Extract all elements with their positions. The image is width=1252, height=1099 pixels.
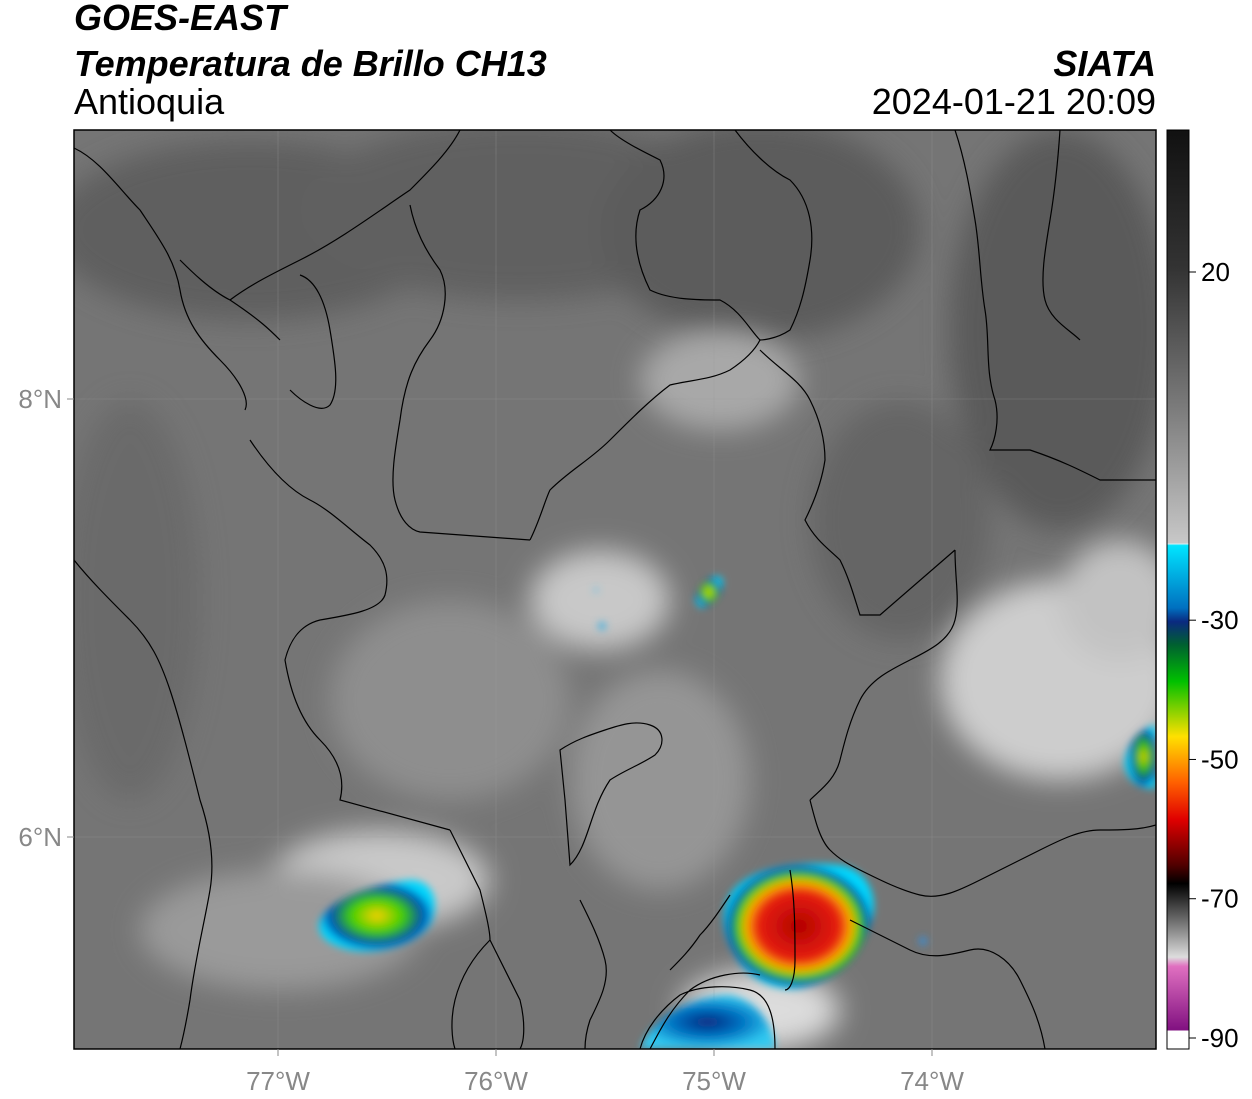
political-borders [74,130,1156,1049]
colorbar-tick-label: -70 [1201,884,1239,914]
lon-tick-label: 76°W [464,1066,528,1096]
lat-tick-label: 8°N [18,384,62,414]
map-panel [74,130,1156,1049]
latitude-ticks: 8°N 6°N [18,384,74,852]
longitude-ticks: 77°W 76°W 75°W 74°W [246,1049,964,1096]
cloud-regions [140,330,1156,1049]
organization-label: SIATA [1053,43,1156,84]
lon-tick-label: 77°W [246,1066,310,1096]
map-frame [73,129,1157,1050]
region-label: Antioquia [74,81,225,122]
warm-surface-regions [74,130,1156,800]
satellite-title: GOES-EAST [74,0,287,38]
colorbar-ticks: 20 -30 -50 -70 -90 [1189,257,1239,1053]
colorbar [1166,129,1190,1050]
lon-tick-label: 74°W [900,1066,964,1096]
convective-cells [318,576,1156,1049]
lat-tick-label: 6°N [18,822,62,852]
datetime-label: 2024-01-21 20:09 [871,81,1156,122]
product-title: Temperatura de Brillo CH13 [74,43,547,84]
colorbar-tick-label: -50 [1201,744,1239,774]
lon-tick-label: 75°W [682,1066,746,1096]
colorbar-tick-label: -90 [1201,1023,1239,1053]
colorbar-tick-label: 20 [1201,257,1230,287]
colorbar-tick-label: -30 [1201,605,1239,635]
